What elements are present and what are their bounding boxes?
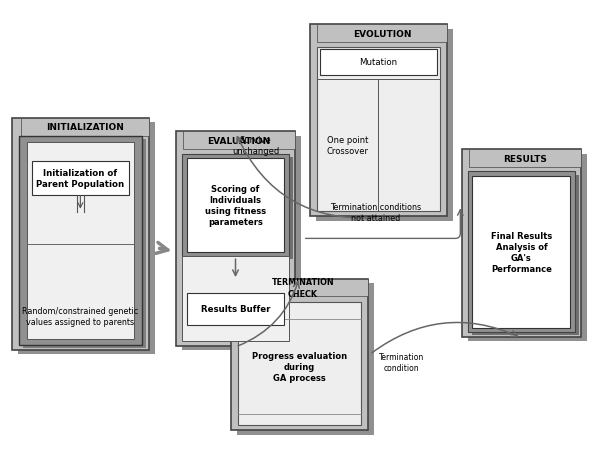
Bar [473,175,579,336]
Text: Mutation: Mutation [359,58,397,67]
Text: Initialization of
Parent Population: Initialization of Parent Population [36,169,125,189]
Bar [237,283,374,435]
Bar [23,139,146,348]
Bar [316,29,453,221]
Text: EVALUATION: EVALUATION [208,136,271,145]
Bar [19,136,141,345]
Text: Results Buffer: Results Buffer [201,305,270,313]
Bar [238,279,368,297]
Text: Final Results
Analysis of
GA's
Performance: Final Results Analysis of GA's Performan… [491,231,552,273]
Bar [184,132,295,150]
Bar [470,150,581,168]
Bar [187,157,293,260]
Text: Progress evaluation
during
GA process: Progress evaluation during GA process [252,351,347,382]
Bar [321,50,437,75]
Bar [187,159,284,252]
Text: INITIALIZATION: INITIALIZATION [45,123,123,132]
Bar [182,136,301,350]
Bar [238,302,360,425]
Bar [176,132,295,346]
Bar [21,119,149,136]
Bar [32,162,129,195]
Text: Random/constrained genetic
values assigned to parents: Random/constrained genetic values assign… [22,306,139,326]
Text: RESULTS: RESULTS [503,154,547,163]
Bar [12,119,149,350]
Bar [310,25,447,216]
Bar [182,154,289,257]
Bar [468,172,575,332]
Bar [317,25,447,43]
Text: TERMINATION
CHECK: TERMINATION CHECK [272,278,335,298]
Text: EVOLUTION: EVOLUTION [353,29,411,38]
Bar [231,279,368,430]
Text: One point
Crossover: One point Crossover [327,135,369,155]
Bar [462,150,581,337]
Bar [26,142,134,340]
Bar [473,176,570,328]
Bar [468,154,587,341]
Bar [182,257,289,341]
Text: Survive
unchanged: Survive unchanged [232,135,279,155]
Bar [18,123,155,354]
Text: Termination conditions
not attained: Termination conditions not attained [330,202,421,222]
Bar [187,293,284,325]
Text: Scoring of
Individuals
using fitness
parameters: Scoring of Individuals using fitness par… [205,184,266,226]
Text: Termination
condition: Termination condition [379,352,424,372]
Bar [317,48,440,211]
